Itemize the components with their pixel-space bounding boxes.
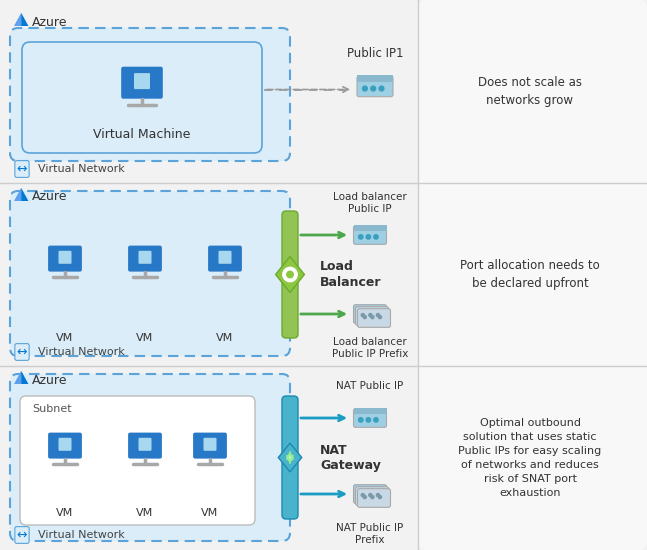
Text: VM: VM	[216, 333, 234, 343]
Circle shape	[369, 314, 372, 317]
Polygon shape	[278, 443, 302, 472]
Text: Virtual Machine: Virtual Machine	[93, 129, 191, 141]
Circle shape	[359, 492, 362, 494]
Text: NAT Public IP
Prefix: NAT Public IP Prefix	[336, 523, 404, 545]
Text: VM: VM	[56, 333, 74, 343]
Polygon shape	[21, 371, 28, 384]
Circle shape	[359, 311, 362, 315]
Text: VM: VM	[137, 508, 153, 518]
FancyBboxPatch shape	[355, 487, 388, 505]
Circle shape	[362, 86, 367, 91]
Circle shape	[369, 493, 372, 497]
FancyBboxPatch shape	[208, 246, 242, 272]
Circle shape	[361, 314, 364, 317]
Circle shape	[287, 455, 292, 460]
Circle shape	[361, 493, 364, 497]
Text: Virtual Network: Virtual Network	[38, 164, 125, 174]
FancyBboxPatch shape	[353, 485, 386, 503]
Polygon shape	[276, 256, 304, 293]
Text: Public IP1: Public IP1	[347, 47, 403, 60]
FancyBboxPatch shape	[128, 433, 162, 459]
Text: ↔: ↔	[17, 529, 27, 542]
Polygon shape	[21, 188, 28, 201]
FancyBboxPatch shape	[58, 251, 72, 264]
Text: Virtual Network: Virtual Network	[38, 530, 125, 540]
Circle shape	[379, 86, 384, 91]
Text: Does not scale as
networks grow: Does not scale as networks grow	[478, 76, 582, 107]
Circle shape	[363, 316, 366, 318]
Text: Load balancer
Public IP: Load balancer Public IP	[333, 192, 407, 214]
Circle shape	[375, 492, 377, 494]
Circle shape	[375, 311, 377, 315]
Polygon shape	[14, 13, 21, 26]
FancyBboxPatch shape	[128, 246, 162, 272]
Circle shape	[378, 316, 382, 318]
Circle shape	[358, 235, 363, 239]
Text: Optimal outbound
solution that uses static
Public IPs for easy scaling
of networ: Optimal outbound solution that uses stat…	[458, 417, 602, 498]
FancyBboxPatch shape	[10, 191, 290, 356]
Circle shape	[371, 86, 376, 91]
Text: Azure: Azure	[32, 190, 67, 204]
Circle shape	[367, 311, 370, 315]
Polygon shape	[14, 188, 21, 201]
Circle shape	[367, 492, 370, 494]
FancyBboxPatch shape	[58, 438, 72, 451]
FancyBboxPatch shape	[353, 409, 386, 427]
FancyBboxPatch shape	[138, 251, 151, 264]
FancyBboxPatch shape	[204, 438, 217, 451]
Text: Port allocation needs to
be declared upfront: Port allocation needs to be declared upf…	[460, 259, 600, 290]
Text: Virtual Network: Virtual Network	[38, 347, 125, 357]
Circle shape	[366, 235, 371, 239]
FancyBboxPatch shape	[193, 433, 227, 459]
Text: Azure: Azure	[32, 15, 67, 29]
Circle shape	[283, 267, 297, 282]
FancyBboxPatch shape	[353, 408, 386, 414]
FancyBboxPatch shape	[353, 225, 386, 231]
FancyBboxPatch shape	[20, 396, 255, 525]
FancyBboxPatch shape	[138, 438, 151, 451]
FancyBboxPatch shape	[357, 76, 393, 97]
Text: Azure: Azure	[32, 373, 67, 387]
Circle shape	[287, 271, 293, 278]
Polygon shape	[14, 371, 21, 384]
Text: Load balancer
Public IP Prefix: Load balancer Public IP Prefix	[332, 337, 408, 359]
Circle shape	[366, 417, 371, 422]
Text: VM: VM	[137, 333, 153, 343]
FancyBboxPatch shape	[282, 396, 298, 519]
Text: Load
Balancer: Load Balancer	[320, 261, 382, 289]
FancyBboxPatch shape	[121, 67, 163, 98]
FancyBboxPatch shape	[357, 75, 393, 82]
FancyBboxPatch shape	[10, 374, 290, 541]
FancyBboxPatch shape	[358, 488, 391, 507]
FancyBboxPatch shape	[418, 0, 647, 550]
Text: Subnet: Subnet	[32, 404, 72, 414]
FancyBboxPatch shape	[282, 211, 298, 338]
Circle shape	[371, 496, 374, 499]
Circle shape	[358, 417, 363, 422]
Circle shape	[377, 493, 380, 497]
Text: VM: VM	[201, 508, 219, 518]
Text: NAT
Gateway: NAT Gateway	[320, 443, 381, 471]
FancyBboxPatch shape	[22, 42, 262, 153]
FancyBboxPatch shape	[10, 28, 290, 161]
FancyBboxPatch shape	[48, 246, 82, 272]
FancyBboxPatch shape	[48, 433, 82, 459]
FancyBboxPatch shape	[219, 251, 232, 264]
Circle shape	[363, 496, 366, 499]
Text: NAT Public IP: NAT Public IP	[336, 381, 404, 391]
FancyBboxPatch shape	[355, 307, 388, 326]
FancyBboxPatch shape	[353, 305, 386, 323]
FancyBboxPatch shape	[353, 226, 386, 244]
Text: ↔: ↔	[17, 162, 27, 175]
Circle shape	[374, 417, 378, 422]
Circle shape	[371, 316, 374, 318]
Polygon shape	[21, 13, 28, 26]
Text: VM: VM	[56, 508, 74, 518]
Circle shape	[377, 314, 380, 317]
Text: ↔: ↔	[17, 345, 27, 359]
Circle shape	[378, 496, 382, 499]
FancyBboxPatch shape	[358, 309, 391, 327]
Circle shape	[374, 235, 378, 239]
FancyBboxPatch shape	[134, 73, 150, 89]
